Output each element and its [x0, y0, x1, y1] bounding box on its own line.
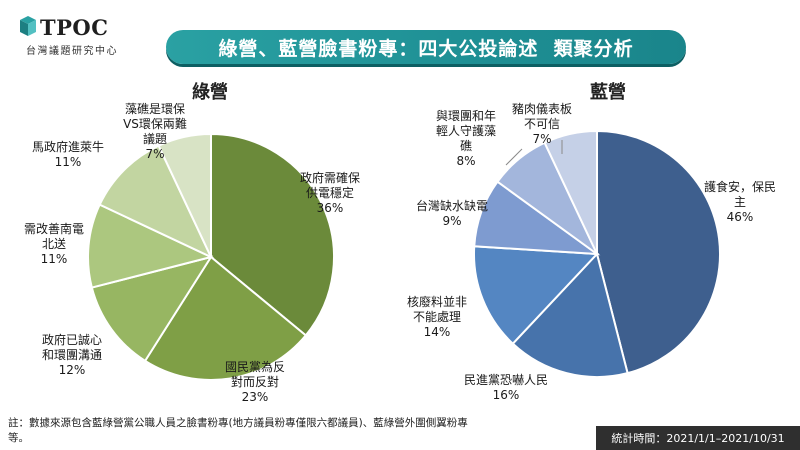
green-pie-slice-3: [90, 255, 214, 363]
green-slice-label-6: 藻礁是環保 VS環保兩難議題 7%: [123, 101, 187, 161]
title-banner: 綠營、藍營臉書粉專：四大公投論述 類聚分析: [166, 30, 686, 64]
blue-chart-title: 藍營: [590, 82, 626, 103]
green-pie-slice-2: [143, 255, 308, 381]
blue-slice-label-1: 護食安，保民主 46%: [704, 179, 776, 224]
green-slice-label-1: 政府需確保供電穩定 36%: [300, 170, 360, 215]
green-slice-label-3: 政府已誠心和環團溝通 12%: [42, 332, 102, 377]
green-pie-slice-1: [210, 132, 335, 337]
logo-subtitle: 台灣議題研究中心: [26, 46, 118, 57]
blue-pie-slice-1: [596, 129, 722, 375]
green-pie-slice-4: [87, 203, 214, 289]
tpoc-logo-icon: [20, 16, 36, 36]
green-slice-label-4: 需改善南電北送 11%: [24, 221, 84, 266]
blue-pie-slice-6: [543, 129, 598, 255]
stats-period-badge: 統計時間：2021/1/1–2021/10/31: [596, 426, 800, 450]
green-slice-label-5: 馬政府進萊牛 11%: [32, 139, 104, 169]
logo-text: TPOC: [40, 15, 109, 40]
stats-period-text: 統計時間：2021/1/1–2021/10/31: [611, 432, 785, 445]
blue-pie-slice-3: [473, 245, 600, 346]
blue-slice-label-4: 台灣缺水缺電 9%: [416, 198, 488, 228]
blue-slice-label-3: 核廢料並非不能處理 14%: [407, 294, 467, 339]
green-pie-slice-6: [157, 132, 212, 258]
blue-slice-label-2: 民進黨恐嚇人民 16%: [464, 373, 548, 402]
blue-leader-line-1: [505, 148, 523, 166]
footnote: 註：數據來源包含藍綠營黨公職人員之臉書粉專(地方議員粉專僅限六都議員)、藍綠營外…: [8, 417, 468, 444]
green-pie-slice-5: [98, 144, 214, 260]
blue-pie-slice-2: [511, 251, 629, 378]
blue-slice-label-6: 豬肉儀表板不可信 7%: [512, 102, 572, 146]
blue-slice-label-5: 與環團和年輕人守護藻礁 8%: [436, 109, 496, 168]
green-chart-title: 綠營: [192, 82, 228, 103]
tpoc-logo: TPOC 台灣議題研究中心: [18, 14, 148, 60]
green-slice-label-2: 國民黨為反對而反對 23%: [225, 360, 285, 404]
page-title: 綠營、藍營臉書粉專：四大公投論述 類聚分析: [218, 37, 634, 60]
